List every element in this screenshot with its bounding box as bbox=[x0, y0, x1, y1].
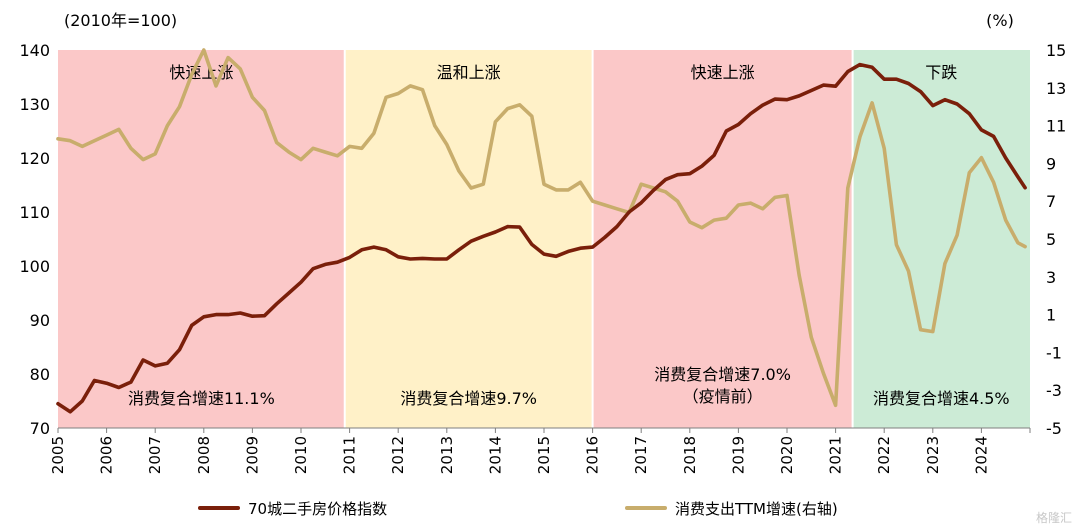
right-tick-label: 9 bbox=[1046, 154, 1056, 173]
series-line-consumption bbox=[56, 48, 1027, 408]
left-tick-label: 120 bbox=[19, 149, 50, 168]
phase-band-3 bbox=[852, 50, 1030, 428]
right-tick-label: 13 bbox=[1046, 79, 1066, 98]
left-unit-label: (2010年=100) bbox=[64, 11, 177, 30]
x-tick-label: 2024 bbox=[972, 436, 990, 474]
legend-swatch-consumption bbox=[625, 506, 667, 510]
right-tick-label: 1 bbox=[1046, 306, 1056, 325]
left-tick-label: 100 bbox=[19, 257, 50, 276]
left-tick-label: 80 bbox=[30, 365, 50, 384]
right-tick-label: -5 bbox=[1046, 419, 1062, 438]
x-tick-label: 2018 bbox=[681, 436, 699, 474]
phase-band-0 bbox=[58, 50, 345, 428]
legend-label-consumption: 消费支出TTM增速(右轴) bbox=[675, 499, 838, 518]
x-tick-label: 2020 bbox=[778, 436, 796, 474]
right-tick-label: -1 bbox=[1046, 343, 1062, 362]
legend-item-consumption: 消费支出TTM增速(右轴) bbox=[625, 496, 838, 520]
phase-label-1: 温和上涨 bbox=[437, 63, 501, 82]
x-tick-label: 2022 bbox=[875, 436, 893, 474]
right-tick-label: 5 bbox=[1046, 230, 1056, 249]
x-tick-label: 2008 bbox=[195, 436, 213, 474]
phase-label-3: 下跌 bbox=[925, 63, 957, 82]
left-tick-label: 140 bbox=[19, 41, 50, 60]
phase-band-2 bbox=[592, 50, 853, 428]
left-tick-label: 90 bbox=[30, 311, 50, 330]
left-tick-label: 70 bbox=[30, 419, 50, 438]
phase-rate-2: 消费复合增速7.0% bbox=[654, 365, 791, 384]
legend-item-house-price: 70城二手房价格指数 bbox=[198, 496, 387, 520]
x-tick-label: 2013 bbox=[438, 436, 456, 474]
x-tick-label: 2007 bbox=[146, 436, 164, 474]
left-tick-label: 130 bbox=[19, 95, 50, 114]
legend-label-house-price: 70城二手房价格指数 bbox=[248, 499, 388, 518]
right-tick-label: 7 bbox=[1046, 192, 1056, 211]
x-tick-label: 2014 bbox=[486, 436, 504, 474]
legend-swatch-house-price bbox=[198, 506, 240, 510]
x-tick-label: 2016 bbox=[584, 436, 602, 474]
x-tick-label: 2011 bbox=[341, 436, 359, 474]
phase-band-1 bbox=[344, 50, 593, 428]
phase-rate-3: 消费复合增速4.5% bbox=[873, 389, 1010, 408]
series-lines bbox=[56, 48, 1027, 414]
left-tick-label: 110 bbox=[19, 203, 50, 222]
x-tick-label: 2006 bbox=[98, 436, 116, 474]
right-unit-label: (%) bbox=[986, 11, 1014, 30]
x-tick-label: 2021 bbox=[827, 436, 845, 474]
phase-label-2: 快速上涨 bbox=[691, 63, 755, 82]
axes: 708090100110120130140-5-3-11357911131520… bbox=[19, 41, 1066, 474]
x-tick-label: 2019 bbox=[729, 436, 747, 474]
watermark: 格隆汇 bbox=[1035, 511, 1072, 525]
x-tick-label: 2023 bbox=[924, 436, 942, 474]
x-tick-label: 2012 bbox=[389, 436, 407, 474]
phase-rate-note-2: （疫情前） bbox=[683, 387, 763, 406]
x-tick-label: 2009 bbox=[243, 436, 261, 474]
right-tick-label: 15 bbox=[1046, 41, 1066, 60]
series-line-house-price bbox=[56, 62, 1027, 414]
phase-label-0: 快速上涨 bbox=[169, 63, 233, 82]
right-tick-label: 3 bbox=[1046, 268, 1056, 287]
x-tick-label: 2015 bbox=[535, 436, 553, 474]
x-tick-label: 2017 bbox=[632, 436, 650, 474]
x-tick-label: 2010 bbox=[292, 436, 310, 474]
phase-rate-0: 消费复合增速11.1% bbox=[128, 389, 275, 408]
right-tick-label: -3 bbox=[1046, 381, 1062, 400]
right-tick-label: 11 bbox=[1046, 117, 1066, 136]
phase-rate-1: 消费复合增速9.7% bbox=[400, 389, 537, 408]
x-tick-label: 2005 bbox=[49, 436, 67, 474]
